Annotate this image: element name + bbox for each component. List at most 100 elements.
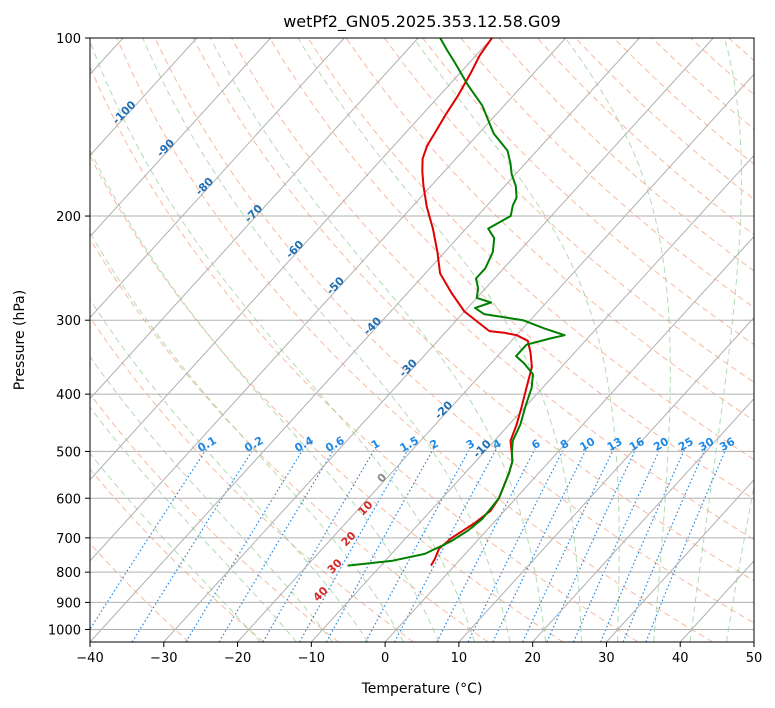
axes: −40 −30 −20 −10 0 10 20 30 40 50 100 200 300 400 500 60… [48, 32, 762, 666]
dewpoint-profile-line [347, 38, 566, 567]
mixing-ratio-line [492, 448, 587, 642]
dry-adiabat-label: -30 [397, 356, 420, 379]
plot-frame [89, 37, 755, 643]
isotherm-line [384, 235, 754, 642]
x-tick-label: 20 [524, 651, 541, 666]
y-tick-label: 100 [56, 32, 81, 47]
dry-adiabat-line [728, 38, 754, 62]
dry-adiabat-line [537, 38, 754, 236]
x-tick-label: 50 [746, 651, 763, 666]
dry-adiabat-line [90, 393, 339, 642]
data-series [347, 38, 566, 567]
y-tick-label: 400 [56, 388, 81, 403]
isotherm-line [90, 38, 419, 400]
dry-adiabat-line [154, 38, 754, 624]
moist-adiabat-line [90, 406, 297, 642]
dry-adiabat-line [90, 237, 489, 642]
moist-adiabat-label: 10 [355, 498, 375, 518]
mixing-ratio-line [572, 448, 661, 642]
dry-adiabat-line [345, 38, 754, 422]
moist-adiabat-line [90, 452, 261, 642]
dry-adiabat-line [90, 316, 414, 642]
mixing-ratio-line [622, 448, 706, 642]
moist-adiabat-line [210, 38, 547, 642]
mixing-ratio-line [365, 448, 471, 642]
mixing-ratio-label: 4 [491, 437, 504, 452]
dry-adiabat-label: -80 [193, 175, 216, 198]
dry-adiabat-line [767, 38, 775, 642]
mixing-ratio-line [600, 448, 686, 642]
isotherm-line [90, 38, 640, 642]
dry-adiabat-label: -70 [242, 202, 265, 225]
moist-adiabat-line [565, 38, 671, 642]
dry-adiabat-line [90, 154, 564, 642]
isotherm-line [90, 38, 493, 481]
x-axis-label: Temperature (°C) [361, 681, 483, 697]
mixing-ratio-label: 2 [428, 437, 441, 452]
dry-adiabat-line [192, 38, 754, 582]
isotherm-line [90, 38, 345, 319]
x-tick-label: −20 [224, 651, 251, 666]
y-tick-label: 300 [56, 314, 81, 329]
x-tick-label: 30 [598, 651, 615, 666]
y-axis-label: Pressure (hPa) [12, 290, 28, 390]
y-tick-label: 800 [56, 566, 81, 581]
moist-adiabat-label: 30 [325, 556, 345, 576]
x-tick-label: −40 [76, 651, 103, 666]
dry-adiabat-line [269, 38, 754, 500]
moist-adiabat-line [90, 231, 405, 642]
moist-adiabat-line [689, 38, 742, 642]
dry-adiabat-label: -90 [154, 136, 177, 159]
dry-adiabat-label: -100 [110, 98, 139, 127]
dry-adiabat-label: -50 [324, 274, 347, 297]
isotherm-line [90, 38, 198, 157]
mixing-ratio-label: 6 [529, 437, 542, 452]
dry-adiabat-label: -40 [361, 314, 384, 337]
grid-lines [90, 38, 754, 642]
moist-adiabat-label: 40 [311, 584, 331, 604]
y-tick-label: 1000 [48, 623, 81, 638]
dry-adiabat-line [90, 542, 190, 642]
mixing-ratio-line [394, 448, 497, 642]
isotherm-line [458, 316, 754, 642]
dry-adiabat-line [460, 38, 754, 309]
mixing-ratio-line [90, 448, 208, 631]
mixing-ratio-line [522, 448, 615, 642]
x-tick-label: 40 [672, 651, 689, 666]
isotherm-line [90, 38, 271, 238]
dry-adiabat-line [690, 38, 754, 96]
dry-adiabat-line [383, 38, 754, 383]
dry-adiabat-line [307, 38, 754, 461]
y-tick-label: 900 [56, 596, 81, 611]
mixing-ratio-line [131, 448, 254, 642]
mixing-ratio-line [436, 448, 536, 642]
isotherm-line [90, 38, 567, 562]
mixing-ratio-label: 1 [369, 437, 382, 452]
isotherm-line [310, 154, 754, 642]
moist-adiabat-line [413, 38, 620, 642]
dry-adiabat-line [90, 65, 639, 642]
moist-adiabat-line [90, 298, 369, 642]
isotherm-line [532, 397, 754, 642]
y-tick-label: 600 [56, 492, 81, 507]
chart-title: wetPf2_GN05.2025.353.12.58.G09 [283, 12, 561, 32]
background-lines [90, 38, 775, 642]
dry-adiabat-label: -20 [432, 398, 455, 421]
moist-adiabat-line [297, 38, 582, 642]
y-tick-label: 200 [56, 210, 81, 225]
isotherm-line [606, 479, 754, 642]
isotherm-line [237, 73, 754, 642]
mixing-ratio-line [185, 448, 304, 642]
x-tick-label: −30 [150, 651, 177, 666]
mixing-ratio-line [262, 448, 376, 642]
isotherm-line [163, 38, 714, 642]
mixing-ratio-line [299, 448, 410, 642]
dry-adiabat-line [575, 38, 754, 200]
moist-adiabat-line [90, 39, 475, 642]
x-tick-label: −10 [298, 651, 325, 666]
isotherm-line [753, 641, 754, 642]
dry-adiabat-line [651, 38, 754, 130]
moist-adiabat-label: 20 [339, 529, 359, 549]
y-tick-label: 700 [56, 532, 81, 547]
